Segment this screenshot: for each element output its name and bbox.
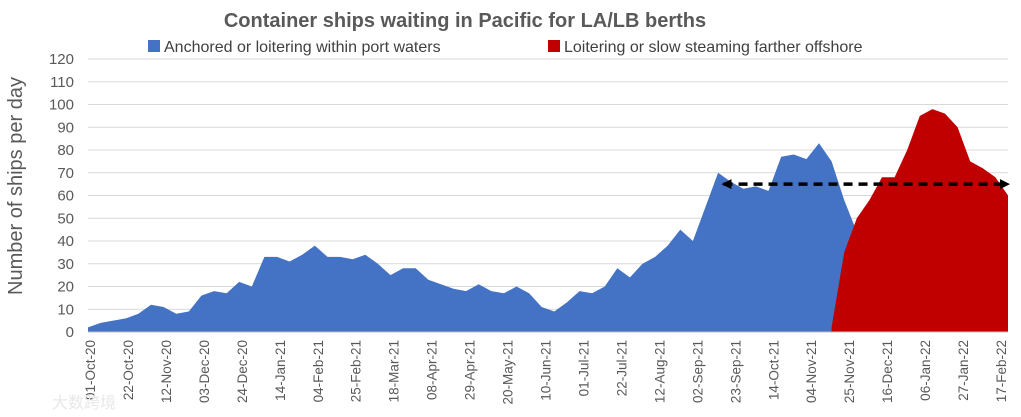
x-tick-label-4: 24-Dec-20 — [235, 340, 250, 403]
x-tick-label-22: 06-Jan-22 — [918, 340, 933, 401]
x-tick-label-20: 25-Nov-21 — [842, 340, 857, 403]
x-tick-label-17: 23-Sep-21 — [728, 340, 743, 403]
x-tick-label-8: 18-Mar-21 — [387, 340, 402, 402]
y-axis-label: Number of ships per day — [5, 77, 27, 295]
x-tick-label-7: 25-Feb-21 — [349, 340, 364, 402]
legend-label-offshore: Loitering or slow steaming farther offsh… — [564, 39, 863, 56]
x-tick-label-21: 16-Dec-21 — [880, 340, 895, 403]
x-tick-label-5: 14-Jan-21 — [273, 340, 288, 401]
x-tick-label-9: 08-Apr-21 — [425, 340, 440, 400]
x-tick-label-6: 04-Feb-21 — [311, 340, 326, 402]
x-tick-label-3: 03-Dec-20 — [197, 340, 212, 403]
x-tick-label-11: 20-May-21 — [501, 340, 516, 405]
series-area-0 — [88, 143, 1008, 332]
x-tick-label-2: 12-Nov-20 — [159, 340, 174, 403]
y-tick-label-10: 10 — [57, 301, 74, 318]
x-tick-label-10: 29-Apr-21 — [463, 340, 478, 400]
y-tick-label-90: 90 — [57, 119, 74, 136]
y-tick-label-0: 0 — [66, 324, 74, 341]
y-tick-label-20: 20 — [57, 279, 74, 296]
y-tick-label-100: 100 — [49, 97, 74, 114]
legend-swatch-anchored — [148, 40, 160, 52]
x-axis-ticks: 01-Oct-20 22-Oct-20 12-Nov-20 03-Dec-20 24-D… — [83, 340, 1009, 405]
y-tick-label-30: 30 — [57, 256, 74, 273]
y-tick-label-70: 70 — [57, 165, 74, 182]
y-tick-label-110: 110 — [50, 74, 74, 91]
x-tick-label-18: 14-Oct-21 — [766, 340, 781, 400]
x-tick-label-24: 17-Feb-22 — [994, 340, 1009, 402]
x-tick-label-0: 01-Oct-20 — [83, 340, 98, 400]
y-tick-label-120: 120 — [49, 51, 74, 68]
x-tick-label-15: 12-Aug-21 — [652, 340, 667, 403]
x-tick-label-1: 22-Oct-20 — [121, 340, 136, 400]
x-tick-label-19: 04-Nov-21 — [804, 340, 819, 403]
y-tick-label-50: 50 — [57, 210, 74, 227]
watermark: 大数跨境 — [52, 393, 116, 412]
legend-label-anchored: Anchored or loitering within port waters — [164, 39, 441, 56]
chart-title: Container ships waiting in Pacific for L… — [224, 10, 706, 32]
y-tick-label-40: 40 — [57, 233, 74, 250]
series-area-1 — [831, 109, 1008, 332]
legend-swatch-offshore — [548, 40, 560, 52]
x-tick-label-16: 02-Sep-21 — [690, 340, 705, 403]
y-tick-label-60: 60 — [57, 188, 74, 205]
x-tick-label-12: 10-Jun-21 — [539, 340, 554, 401]
x-tick-label-23: 27-Jan-22 — [956, 340, 971, 401]
y-tick-label-80: 80 — [57, 142, 74, 159]
plot-area — [88, 109, 1008, 332]
y-axis-ticks: 0 10 20 30 40 50 60 70 80 90 100 110 120 — [49, 51, 74, 341]
x-tick-label-13: 01-Jul-21 — [577, 340, 592, 396]
x-tick-label-14: 22-Jul-21 — [614, 340, 629, 396]
legend: Anchored or loitering within port waters… — [148, 39, 863, 56]
